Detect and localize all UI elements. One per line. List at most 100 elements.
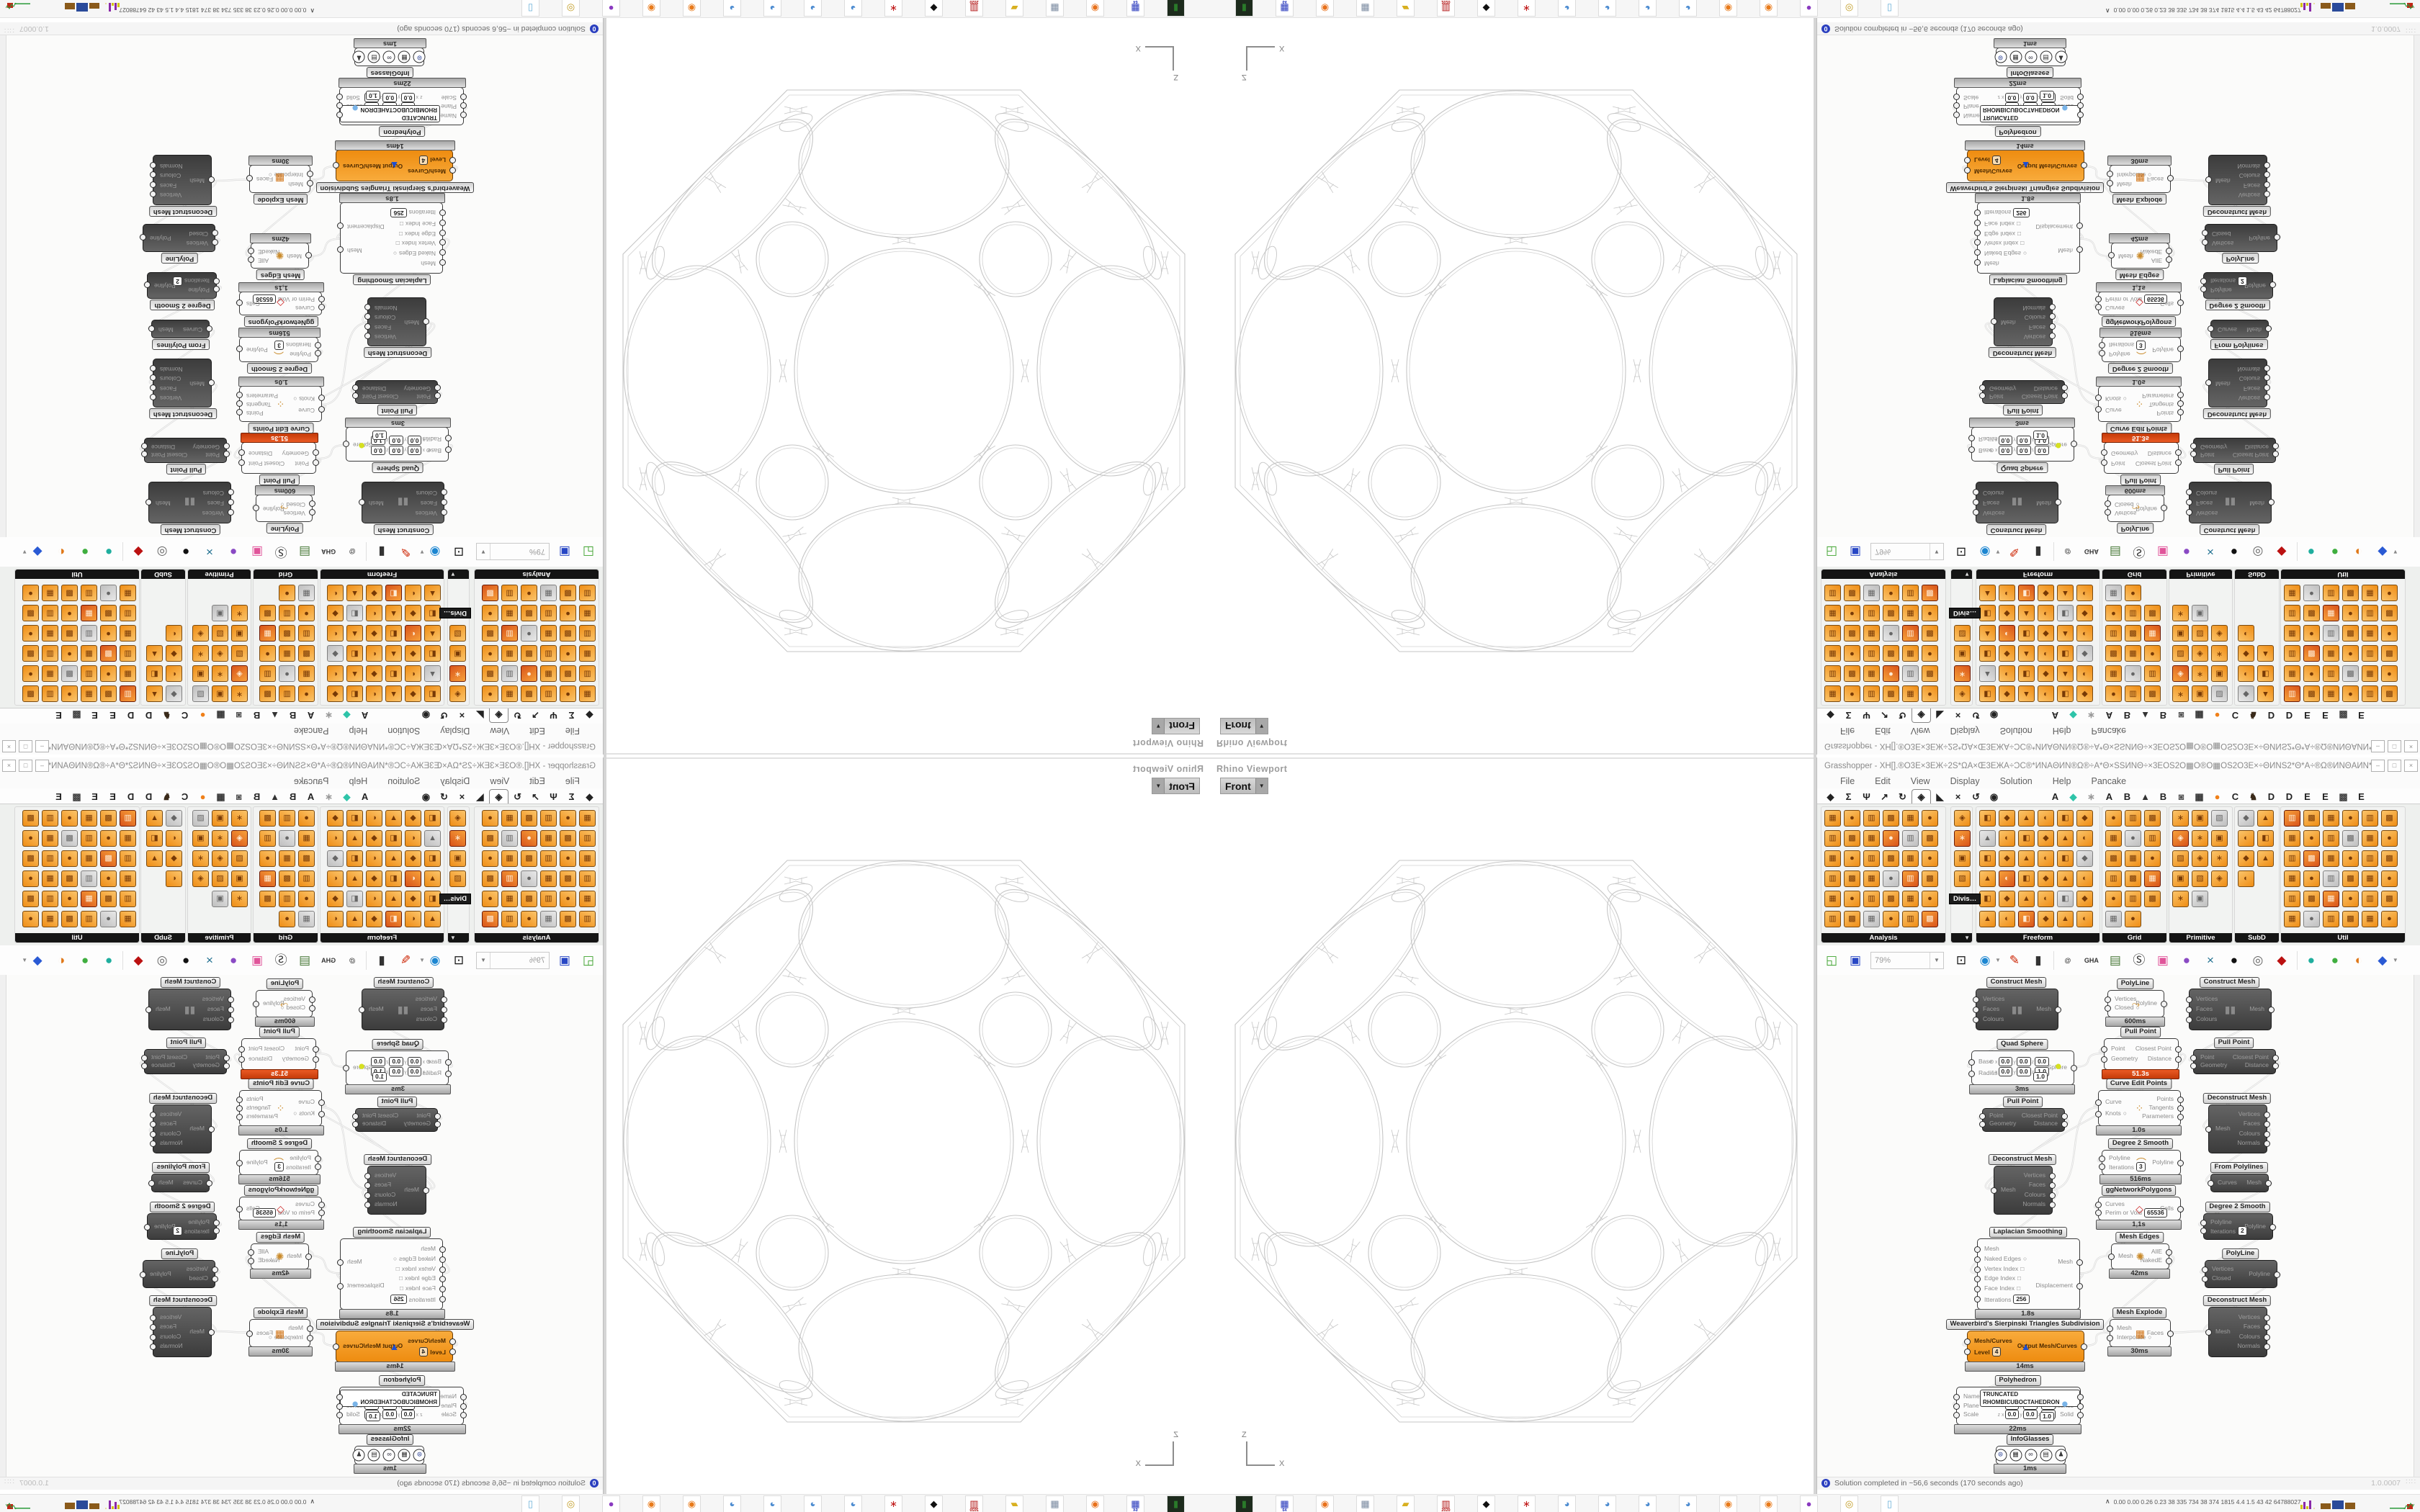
tab-plugin-12[interactable]: D <box>140 708 158 722</box>
output-jack[interactable] <box>2081 1344 2087 1350</box>
tab-plugin-1[interactable]: ◆ <box>338 790 356 804</box>
component-icon[interactable]: ▦ <box>2323 605 2339 621</box>
tab-params[interactable]: ◆ <box>581 708 599 722</box>
component-icon[interactable]: ▥ <box>2362 891 2378 907</box>
node-label[interactable]: Deconstruct Mesh <box>148 408 218 419</box>
input-jack[interactable] <box>213 277 220 284</box>
output-jack[interactable] <box>359 1007 365 1013</box>
input-jack[interactable] <box>439 209 446 216</box>
component-icon[interactable]: ∗ <box>2172 605 2189 621</box>
component-icon[interactable]: ▩ <box>100 891 117 907</box>
component-icon[interactable]: ◆ <box>366 585 382 601</box>
component-icon[interactable]: ◆ <box>366 870 382 887</box>
component-icon[interactable]: ▧ <box>449 870 466 887</box>
input-jack[interactable] <box>1974 249 1981 256</box>
component-icon[interactable]: ▦ <box>1902 891 1919 907</box>
tab-plugin-17[interactable]: E <box>50 790 68 804</box>
palette1-icon[interactable]: ◕ <box>1558 1495 1576 1512</box>
component-icon[interactable]: ▣ <box>231 870 248 887</box>
component-icon[interactable]: ▥ <box>1863 891 1880 907</box>
input-jack[interactable] <box>439 219 446 226</box>
component-icon[interactable]: ▦ <box>1863 665 1880 682</box>
component-icon[interactable]: ◆ <box>366 830 382 847</box>
input-jack[interactable] <box>2186 499 2192 505</box>
node-label[interactable]: Construct Mesh <box>2199 524 2260 535</box>
component-icon[interactable]: ▩ <box>22 891 39 907</box>
gh-node-d2s_r[interactable]: Polyline Iterations 2 Polyline <box>2200 1213 2276 1240</box>
gh-node-cm_r[interactable]: Vertices Faces Colours Mesh ▮▮ <box>145 482 234 523</box>
output-jack[interactable] <box>2166 256 2172 263</box>
tab-mesh[interactable]: ◈ <box>1912 789 1931 804</box>
panel-label-util[interactable]: Util <box>2281 570 2405 579</box>
component-icon[interactable]: ▥ <box>1902 870 1919 887</box>
component-icon[interactable]: ▲ <box>2257 810 2274 827</box>
component-icon[interactable]: ▥ <box>501 625 518 642</box>
gh-node-ls[interactable]: Mesh Naked Edges ○ Vertex Index □ Edge Index □… <box>337 202 446 274</box>
component-icon[interactable]: ∗ <box>2172 810 2189 827</box>
node-label[interactable]: ggNetworkPolygons <box>2101 1185 2177 1196</box>
input-jack[interactable] <box>1953 1403 1960 1410</box>
component-icon[interactable]: ▲ <box>146 810 163 827</box>
component-icon[interactable]: ◈ <box>2192 645 2208 662</box>
grasshopper-window[interactable]: Grasshopper - XH[].®O3E×3EЖ÷2S*ΩA×Œ3EЖA÷… <box>1816 18 2420 755</box>
component-icon[interactable]: ◧ <box>385 830 402 847</box>
output-jack[interactable] <box>145 499 152 505</box>
component-icon[interactable]: ▦ <box>1863 911 1880 927</box>
output-jack[interactable] <box>140 234 146 241</box>
finder-icon[interactable]: Ⓢ <box>2133 545 2146 559</box>
gear-red-icon[interactable]: ∗ <box>884 1495 902 1512</box>
output-jack[interactable] <box>2161 1001 2167 1007</box>
component-icon[interactable]: ▦ <box>2362 870 2378 887</box>
component-icon[interactable]: ▥ <box>259 830 276 847</box>
output-jack[interactable] <box>337 1259 344 1266</box>
component-icon[interactable]: ▦ <box>579 605 596 621</box>
component-icon[interactable]: ◆ <box>2076 685 2093 702</box>
palette1-icon[interactable]: ◕ <box>844 1495 862 1512</box>
component-icon[interactable]: ◆ <box>2038 625 2054 642</box>
canvas-scrollbar[interactable] <box>2414 975 2420 1477</box>
node-canvas[interactable]: Construct Mesh Vertices Faces Colours Mesh ▮▮… <box>1817 35 2420 537</box>
input-jack[interactable] <box>2099 1164 2105 1170</box>
output-jack[interactable] <box>2264 1112 2270 1119</box>
gha-icon[interactable]: GHA <box>321 956 336 964</box>
output-jack[interactable] <box>364 1182 371 1189</box>
input-jack[interactable] <box>1974 1296 1981 1303</box>
component-icon[interactable]: ▦ <box>501 605 518 621</box>
component-icon[interactable]: ◐ <box>405 625 421 642</box>
minimize-button[interactable]: – <box>35 760 49 772</box>
component-icon[interactable]: ◐ <box>2038 850 2054 867</box>
input-jack[interactable] <box>2099 1156 2105 1162</box>
input-jack[interactable] <box>318 1111 325 1117</box>
component-icon[interactable]: ▦ <box>2362 911 2378 927</box>
gh-node-pl_r[interactable]: Vertices Closed Polyline <box>2202 224 2280 252</box>
gh-node-ls[interactable]: Mesh Naked Edges ○ Vertex Index □ Edge Index □… <box>1974 202 2083 274</box>
component-icon[interactable]: ▥ <box>540 685 557 702</box>
tab-plugin-6[interactable]: B <box>248 790 266 804</box>
input-jack[interactable] <box>1974 259 1981 266</box>
component-icon[interactable]: ◐ <box>366 685 382 702</box>
node-label[interactable]: Pull Point <box>377 1097 418 1107</box>
tab-transform[interactable]: ↺ <box>1967 708 1985 722</box>
component-icon[interactable]: ▧ <box>212 625 228 642</box>
palette3-icon[interactable]: ◕ <box>1639 0 1657 17</box>
tab-plugin-17[interactable]: E <box>2352 708 2370 722</box>
component-icon[interactable]: ◐ <box>2038 605 2054 621</box>
finder-icon[interactable]: Ⓢ <box>2133 953 2146 967</box>
component-icon[interactable]: ∗ <box>2192 830 2208 847</box>
component-icon[interactable]: ▦ <box>81 685 97 702</box>
output-jack[interactable] <box>2177 409 2184 415</box>
component-icon[interactable]: ▥ <box>120 891 136 907</box>
panel-icon[interactable]: ▮ <box>2035 953 2042 967</box>
calculator-icon[interactable]: ▦ <box>1356 0 1374 17</box>
component-icon[interactable]: ▩ <box>521 645 537 662</box>
output-jack[interactable] <box>236 1159 243 1166</box>
component-icon[interactable]: ▩ <box>259 891 276 907</box>
component-icon[interactable]: ▲ <box>424 870 441 887</box>
resize-grip-icon[interactable]: ∷∷ <box>2406 1478 2416 1486</box>
notes-icon[interactable]: ▤ <box>299 545 311 559</box>
component-icon[interactable]: ▲ <box>346 830 363 847</box>
palette2-icon[interactable]: ◕ <box>1598 0 1616 17</box>
tab-plugin-7[interactable]: ◙ <box>2172 790 2190 804</box>
menu-solution[interactable]: Solution <box>387 726 421 737</box>
